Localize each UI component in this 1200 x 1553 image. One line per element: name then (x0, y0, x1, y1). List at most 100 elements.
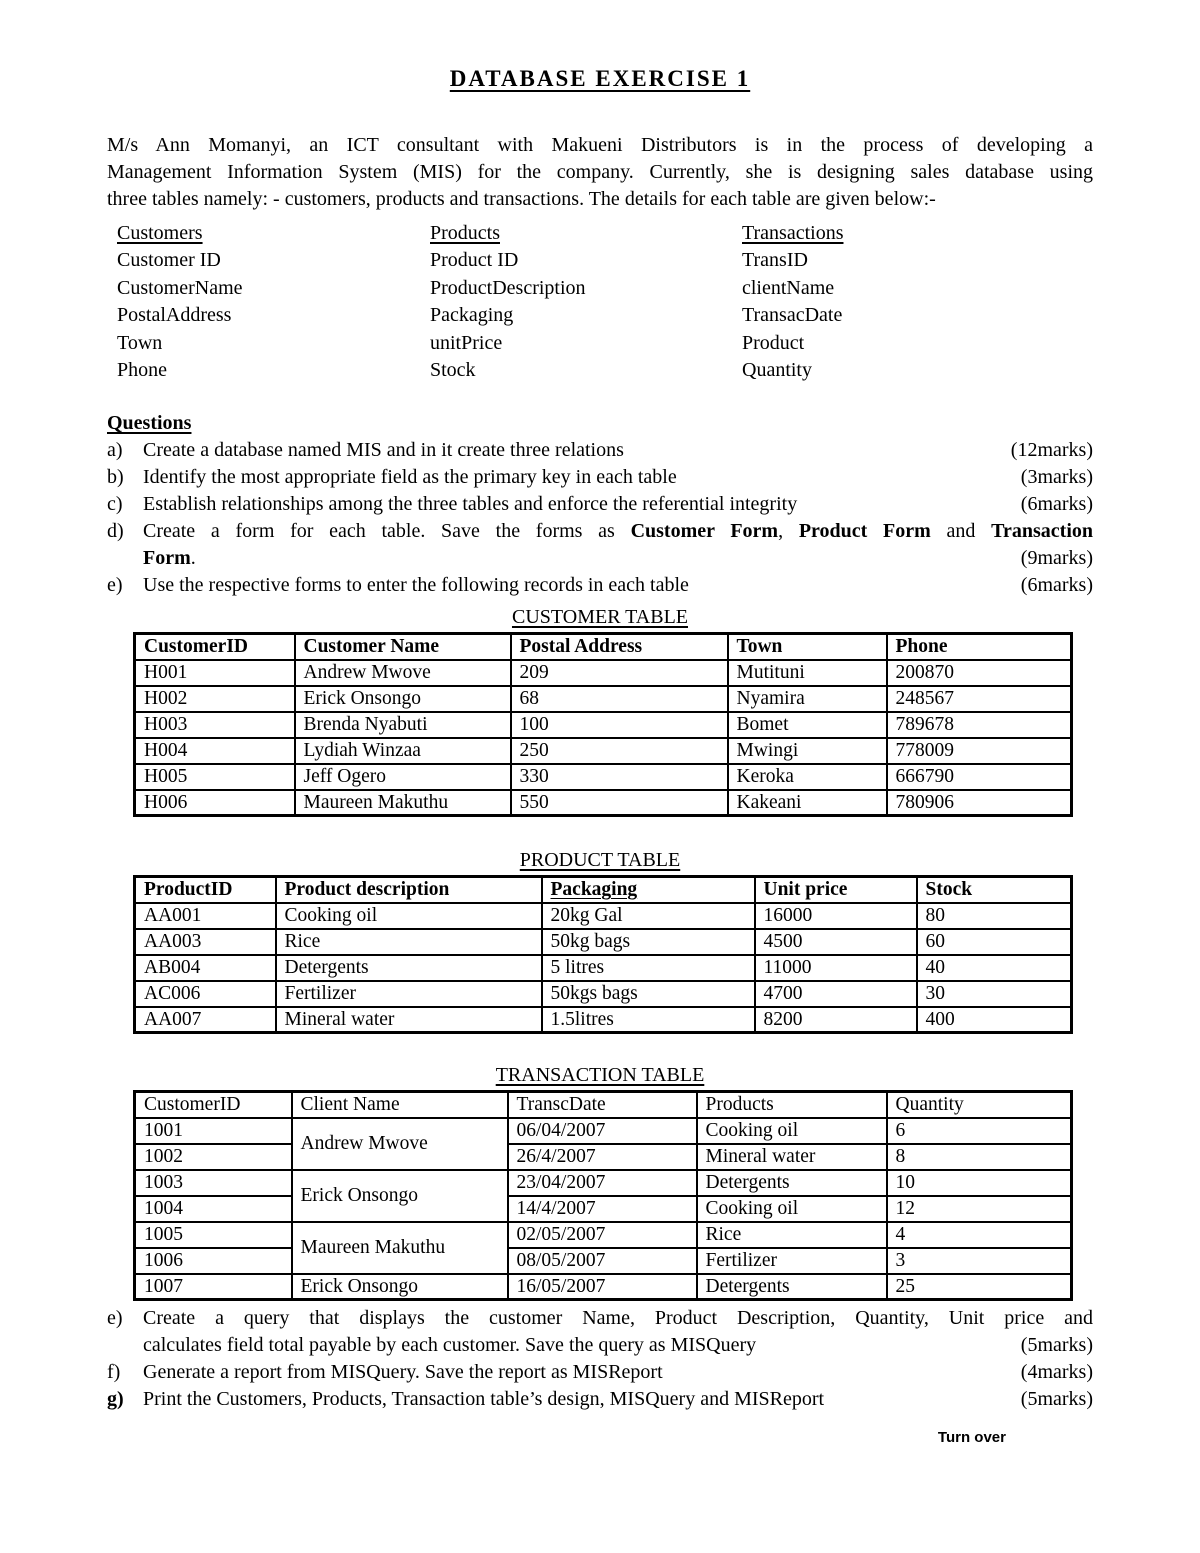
table-cell: 3 (885, 1246, 1073, 1275)
table-cell: 02/05/2007 (506, 1220, 698, 1249)
table-row: AC006 Fertilizer 50kgs bags 4700 30 (133, 979, 1073, 1008)
table-cell: 4 (885, 1220, 1073, 1249)
intro-line: Management Information System (MIS) for … (107, 161, 1093, 183)
question-line: calculates field total payable by each c… (143, 1332, 1093, 1359)
question-f: f) Generate a report from MISQuery. Save… (107, 1359, 1093, 1386)
table-header-row: CustomerID Customer Name Postal Address … (133, 632, 1073, 661)
product-table: ProductID Product description Packaging … (133, 875, 1073, 1035)
transaction-table: CustomerID Client Name TranscDate Produc… (133, 1090, 1073, 1302)
table-cell: Maureen Makuthu (293, 788, 512, 817)
table-cell: Detergents (695, 1168, 888, 1197)
schema-field: Product ID (430, 249, 519, 272)
table-cell: 778009 (885, 736, 1073, 765)
table-cell: Cooking oil (695, 1194, 888, 1223)
schema-column-customers: Customers Customer ID CustomerName Posta… (117, 220, 430, 384)
table-row: 1003 Erick Onsongo 23/04/2007 Detergents… (133, 1168, 1073, 1223)
question-text: Identify the most appropriate field as t… (143, 466, 677, 489)
question-e: e) Use the respective forms to enter the… (107, 572, 1093, 599)
question-letter: e) (107, 1307, 123, 1330)
schema-heading: Transactions (742, 222, 844, 244)
table-cell: 08/05/2007 (506, 1246, 698, 1275)
table-header-row: ProductID Product description Packaging … (133, 875, 1073, 904)
question-line: Form. (9marks) (143, 545, 1093, 572)
column-header: Packaging (540, 875, 756, 904)
schema-heading: Products (430, 222, 500, 244)
table-cell: 16000 (753, 901, 918, 930)
question-marks: (6marks) (1020, 493, 1093, 516)
question-marks: (4marks) (1020, 1361, 1093, 1384)
table-cell: 250 (509, 736, 729, 765)
table-cell: 50kgs bags (540, 979, 756, 1008)
table-cell: 25 (885, 1272, 1073, 1301)
table-cell: Andrew Mwove (293, 658, 512, 687)
question-line: Create a query that displays the custome… (143, 1307, 1093, 1330)
table-cell: Mineral water (274, 1005, 543, 1034)
column-header: Client Name (290, 1090, 509, 1119)
schema-field: PostalAddress (117, 304, 232, 327)
table-cell: 1007 (133, 1272, 293, 1301)
table-cell: AC006 (133, 979, 277, 1008)
table-cell: 330 (509, 762, 729, 791)
table-cell: H003 (133, 710, 296, 739)
table-cell: Rice (695, 1220, 888, 1249)
question-a: a) Create a database named MIS and in it… (107, 437, 1093, 464)
table-cell: Fertilizer (695, 1246, 888, 1275)
question-text: Use the respective forms to enter the fo… (143, 574, 689, 597)
question-marks: (12marks) (1010, 439, 1093, 462)
question-letter: g) (107, 1388, 124, 1411)
table-row: H001 Andrew Mwove 209 Mutituni 200870 (133, 658, 1073, 687)
table-cell: Mineral water (695, 1142, 888, 1171)
table-cell: Jeff Ogero (293, 762, 512, 791)
table-cell: Erick Onsongo (293, 684, 512, 713)
table-cell: AA003 (133, 927, 277, 956)
table-row: AA007 Mineral water 1.5litres 8200 400 (133, 1005, 1073, 1034)
question-marks: (6marks) (1020, 574, 1093, 597)
table-cell: H002 (133, 684, 296, 713)
question-text: Establish relationships among the three … (143, 493, 798, 516)
question-marks: (9marks) (1020, 547, 1093, 570)
intro-line: three tables namely: - customers, produc… (107, 188, 936, 210)
table-row: 1001 Andrew Mwove 06/04/2007 Cooking oil… (133, 1116, 1073, 1171)
questions-heading: Questions (107, 412, 192, 435)
table-cell: 1004 (133, 1194, 293, 1223)
table-cell: 5 litres (540, 953, 756, 982)
table-cell: Cooking oil (695, 1116, 888, 1145)
table-cell: 23/04/2007 (506, 1168, 698, 1197)
table-cell: Rice (274, 927, 543, 956)
schema-field: TransID (742, 249, 808, 272)
table-cell: 60 (915, 927, 1073, 956)
schema-column-transactions: Transactions TransID clientName TransacD… (742, 220, 1055, 384)
schema-field: Packaging (430, 304, 514, 327)
table-row: 1002 26/4/2007 Mineral water 8 (133, 1142, 1073, 1171)
table-cell: 1001 (133, 1116, 293, 1145)
schema-field: Town (117, 331, 163, 354)
table-cell: 40 (915, 953, 1073, 982)
column-header: ProductID (133, 875, 277, 904)
table-cell: Detergents (695, 1272, 888, 1301)
table-cell: Mutituni (726, 658, 888, 687)
table-cell: 100 (509, 710, 729, 739)
schema-field: CustomerName (117, 276, 243, 299)
transaction-table-caption: TRANSACTION TABLE (495, 1064, 705, 1087)
question-letter: a) (107, 439, 123, 462)
table-cell: 8 (885, 1142, 1073, 1171)
question-text: Form. (143, 547, 196, 570)
table-cell: Cooking oil (274, 901, 543, 930)
question-letter: f) (107, 1361, 121, 1384)
table-cell: 1005 (133, 1220, 293, 1249)
table-cell: Erick Onsongo (290, 1272, 509, 1301)
column-header: Customer Name (293, 632, 512, 661)
column-header: Product description (274, 875, 543, 904)
turn-over-label: Turn over (937, 1429, 1006, 1447)
table-row: H003 Brenda Nyabuti 100 Bomet 789678 (133, 710, 1073, 739)
question-c: c) Establish relationships among the thr… (107, 491, 1093, 518)
table-cell: H005 (133, 762, 296, 791)
table-cell: Brenda Nyabuti (293, 710, 512, 739)
question-line: Create a form for each table. Save the f… (143, 520, 1093, 543)
table-row: H005 Jeff Ogero 330 Keroka 666790 (133, 762, 1073, 791)
question-text: calculates field total payable by each c… (143, 1334, 757, 1357)
table-row: H004 Lydiah Winzaa 250 Mwingi 778009 (133, 736, 1073, 765)
schema-field: unitPrice (430, 331, 503, 354)
question-body: Create a query that displays the custome… (143, 1305, 1093, 1359)
